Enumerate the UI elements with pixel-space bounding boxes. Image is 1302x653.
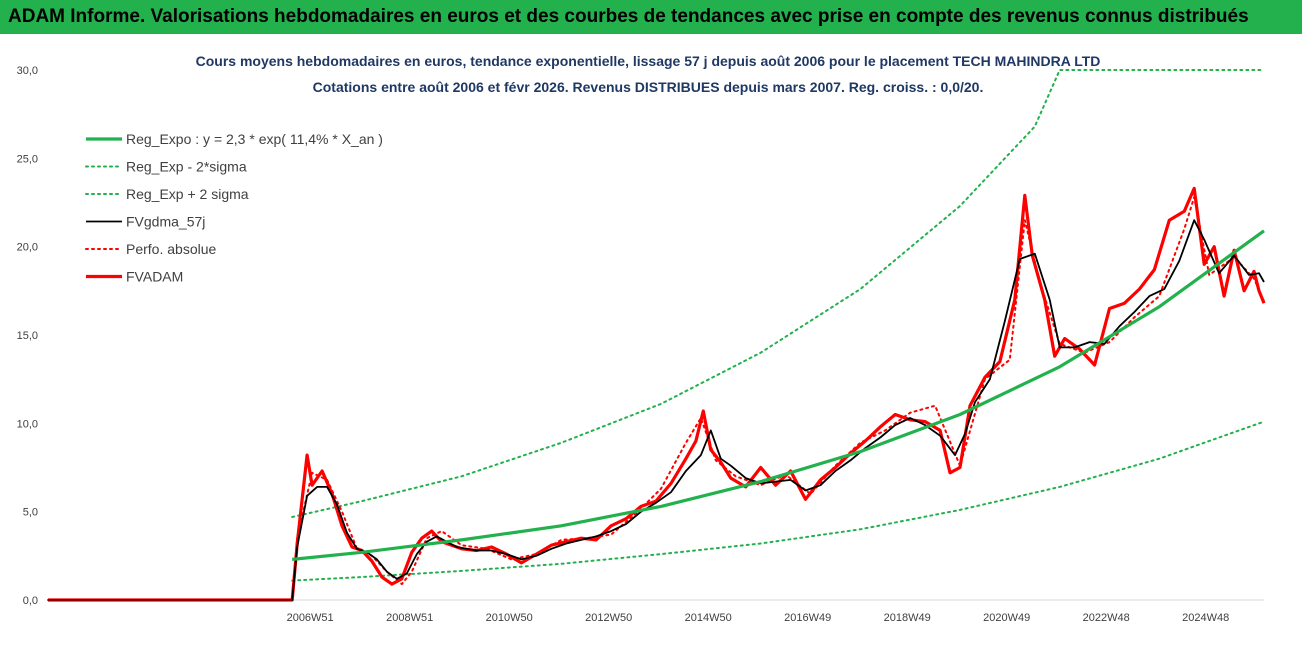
legend-label: FVADAM <box>126 269 183 285</box>
series-line-4 <box>47 196 1265 601</box>
legend-label: Reg_Exp + 2 sigma <box>126 186 249 202</box>
report-title: ADAM Informe. Valorisations hebdomadaire… <box>8 6 1249 27</box>
series-line-0 <box>292 229 1265 561</box>
y-tick-label: 0,0 <box>23 595 38 607</box>
y-tick-label: 5,0 <box>23 507 38 519</box>
y-tick-label: 25,0 <box>17 153 38 165</box>
series-line-1 <box>291 420 1265 582</box>
x-tick-label: 2022W48 <box>1083 612 1130 624</box>
x-tick-label: 2006W51 <box>287 612 334 624</box>
x-tick-label: 2018W49 <box>884 612 931 624</box>
y-tick-label: 20,0 <box>17 242 38 254</box>
x-tick-label: 2008W51 <box>386 612 433 624</box>
series-line-3 <box>48 219 1265 601</box>
chart-canvas: Cours moyens hebdomadaires en euros, ten… <box>17 53 1266 624</box>
report-banner: ADAM Informe. Valorisations hebdomadaire… <box>0 0 1302 34</box>
x-tick-label: 2014W50 <box>685 612 732 624</box>
x-tick-label: 2024W48 <box>1182 612 1229 624</box>
x-axis-ticks: 2006W51 2008W51 2010W50 2012W50 2014W50 2016W… <box>287 612 1230 624</box>
chart-subtitle: Cotations entre août 2006 et févr 2026. … <box>313 79 984 95</box>
y-tick-label: 15,0 <box>17 330 38 342</box>
x-tick-label: 2010W50 <box>486 612 533 624</box>
y-axis-ticks: 0,0 5,0 10,0 15,0 20,0 25,0 30,0 <box>17 65 38 607</box>
legend-label: Reg_Expo : y = 2,3 * exp( 11,4% * X_an ) <box>126 131 383 147</box>
series-line-5 <box>48 186 1266 602</box>
y-tick-label: 10,0 <box>17 418 38 430</box>
y-tick-label: 30,0 <box>17 65 38 77</box>
x-tick-label: 2012W50 <box>585 612 632 624</box>
legend: Reg_Expo : y = 2,3 * exp( 11,4% * X_an )… <box>85 131 383 285</box>
legend-label: Perfo. absolue <box>126 241 216 257</box>
series-layer <box>47 69 1266 602</box>
legend-label: Reg_Exp - 2*sigma <box>126 159 247 175</box>
x-tick-label: 2016W49 <box>784 612 831 624</box>
legend-label: FVgdma_57j <box>126 214 205 230</box>
series-line-2 <box>291 69 1265 518</box>
x-tick-label: 2020W49 <box>983 612 1030 624</box>
chart-title: Cours moyens hebdomadaires en euros, ten… <box>196 53 1101 69</box>
